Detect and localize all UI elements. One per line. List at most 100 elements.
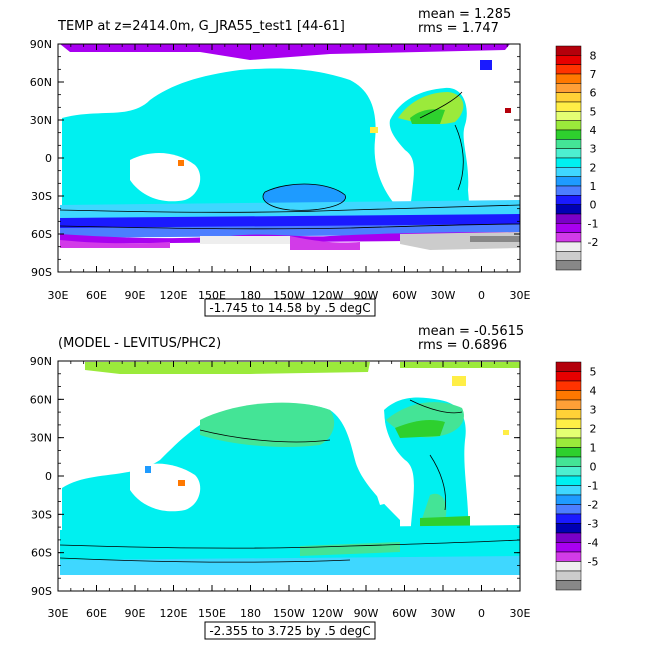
y-tick-label: 0	[45, 152, 52, 165]
colorbar-label: 3	[590, 143, 597, 156]
colorbar-swatch	[555, 504, 582, 515]
panel-2-title: (MODEL - LEVITUS/PHC2)	[58, 336, 221, 351]
colorbar-swatch	[555, 494, 582, 505]
y-tick-label: 90N	[30, 355, 52, 368]
colorbar-swatch	[555, 447, 582, 458]
colorbar-swatch	[555, 101, 582, 112]
x-tick-label: 30W	[431, 607, 456, 620]
panel-2: (MODEL - LEVITUS/PHC2) mean = -0.5615 rm…	[30, 324, 599, 640]
colorbar-swatch	[555, 213, 582, 224]
colorbar-swatch	[555, 485, 582, 496]
x-tick-label: 90E	[125, 607, 146, 620]
colorbar-swatch	[555, 437, 582, 448]
panel-2-contour-info: -2.355 to 3.725 by .5 degC	[209, 624, 370, 638]
colorbar-swatch	[555, 260, 582, 271]
colorbar-swatch	[555, 580, 582, 591]
colorbar-swatch	[555, 120, 582, 131]
y-tick-label: 30S	[31, 190, 52, 203]
colorbar-swatch	[555, 466, 582, 477]
x-tick-label: 180	[240, 607, 261, 620]
y-tick-label: 60S	[31, 228, 52, 241]
colorbar-swatch	[555, 176, 582, 187]
colorbar-label: 4	[590, 124, 597, 137]
colorbar-label: -1	[588, 217, 599, 230]
colorbar-swatch	[555, 55, 582, 65]
colorbar-swatch	[555, 456, 582, 467]
colorbar-swatch	[555, 195, 582, 205]
colorbar-swatch	[555, 418, 582, 429]
x-tick-label: 30E	[510, 607, 531, 620]
panel-2-map	[59, 362, 520, 575]
x-tick-label: 60E	[86, 289, 107, 302]
colorbar-swatch	[555, 513, 582, 524]
panel-2-axes: 30E 60E 90E 120E 150E 180 150W 120W 90W 60W 30W 0 30…	[30, 355, 531, 620]
colorbar-label: -3	[588, 518, 599, 531]
colorbar-label: -5	[588, 556, 599, 569]
panel-2-colorbar: 5 4 3 2 1 0 -1 -2 -3 -4 -5	[555, 361, 599, 591]
colorbar-label: 0	[590, 461, 597, 474]
panel-1-contour-info: -1.745 to 14.58 by .5 degC	[209, 301, 370, 315]
panel-1-title: TEMP at z=2414.0m, G_JRA55_test1 [44-61]	[57, 19, 345, 34]
colorbar-swatch	[555, 129, 582, 140]
panel-2-info-box	[204, 621, 376, 640]
colorbar-label: 5	[590, 366, 597, 379]
y-tick-label: 30N	[30, 114, 52, 127]
panel-1-mean: mean = 1.285	[418, 7, 511, 22]
panel-1: TEMP at z=2414.0m, G_JRA55_test1 [44-61]…	[30, 7, 599, 317]
x-tick-label: 120W	[312, 607, 344, 620]
colorbar-swatch	[555, 111, 582, 121]
x-tick-label: 120E	[160, 289, 188, 302]
y-tick-label: 30S	[31, 508, 52, 521]
x-tick-label: 90W	[354, 607, 379, 620]
y-tick-label: 60N	[30, 76, 52, 89]
x-tick-label: 120E	[160, 607, 188, 620]
colorbar-swatch	[555, 92, 582, 103]
colorbar-swatch	[555, 475, 582, 486]
colorbar-swatch	[555, 570, 582, 581]
colorbar-label: 8	[590, 49, 597, 62]
panel-1-info-box	[204, 298, 376, 317]
colorbar-swatch	[555, 428, 582, 439]
x-tick-label: 30E	[48, 607, 69, 620]
panel-1-colorbar: 8 7 6 5 4 3 2 1 0 -1 -2	[555, 45, 599, 271]
panel-1-rms: rms = 1.747	[418, 21, 499, 36]
colorbar-swatch	[555, 232, 582, 243]
colorbar-swatch	[555, 45, 582, 56]
colorbar-swatch	[555, 251, 582, 261]
colorbar-label: -2	[588, 236, 599, 249]
colorbar-label: 2	[590, 423, 597, 436]
y-tick-label: 0	[45, 470, 52, 483]
colorbar-swatch	[555, 532, 582, 543]
colorbar-swatch	[555, 390, 582, 401]
y-tick-label: 90S	[31, 266, 52, 279]
colorbar-swatch	[555, 73, 582, 84]
colorbar-swatch	[555, 83, 582, 93]
x-tick-label: 60W	[392, 607, 417, 620]
colorbar-swatch	[555, 371, 582, 382]
colorbar-label: -1	[588, 480, 599, 493]
colorbar-swatch	[555, 551, 582, 562]
colorbar-label: 0	[590, 199, 597, 212]
colorbar-swatch	[555, 399, 582, 410]
y-tick-label: 30N	[30, 432, 52, 445]
colorbar-swatch	[555, 185, 582, 196]
colorbar-label: 1	[590, 442, 597, 455]
colorbar-label: 1	[590, 180, 597, 193]
x-tick-label: 30E	[48, 289, 69, 302]
y-tick-label: 90S	[31, 585, 52, 598]
colorbar-swatch	[555, 561, 582, 572]
colorbar-swatch	[555, 361, 582, 372]
colorbar-swatch	[555, 241, 582, 252]
colorbar-swatch	[555, 542, 582, 553]
x-tick-label: 150E	[198, 607, 226, 620]
x-tick-label: 60E	[86, 607, 107, 620]
colorbar-label: 6	[590, 87, 597, 100]
x-tick-label: 30E	[510, 289, 531, 302]
y-tick-label: 60S	[31, 547, 52, 560]
x-tick-label: 30W	[431, 289, 456, 302]
colorbar-label: 3	[590, 404, 597, 417]
panel-2-rms: rms = 0.6896	[418, 338, 507, 353]
colorbar-swatch	[555, 139, 582, 149]
colorbar-swatch	[555, 204, 582, 215]
colorbar-label: -2	[588, 499, 599, 512]
